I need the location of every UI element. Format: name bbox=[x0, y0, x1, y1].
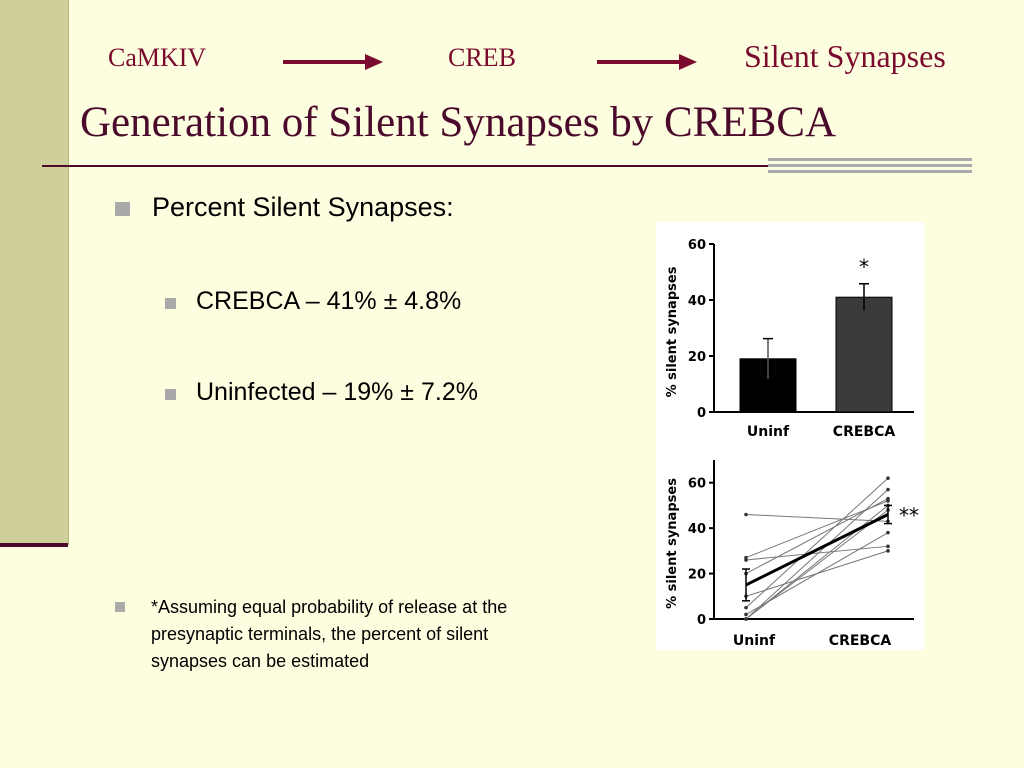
pathway-flow: CaMKIV CREB Silent Synapses bbox=[0, 38, 1024, 80]
bar-y-axis-label: % silent synapses bbox=[665, 266, 680, 397]
flow-arrow-1 bbox=[283, 54, 383, 70]
paired-line bbox=[745, 489, 889, 620]
paired-point bbox=[744, 558, 748, 562]
paired-point bbox=[886, 530, 890, 535]
bar-crebca bbox=[835, 296, 893, 413]
paired-point bbox=[886, 549, 890, 553]
bullet-crebca: CREBCA – 41% ± 4.8% bbox=[165, 287, 461, 316]
paired-line bbox=[745, 477, 889, 609]
paired-point bbox=[886, 476, 890, 480]
bar-category-label: CREBCA bbox=[833, 424, 896, 440]
sidebar-decoration bbox=[0, 0, 69, 545]
bar-y-tick-label: 60 bbox=[688, 238, 706, 253]
paired-line bbox=[745, 532, 889, 615]
mean-line bbox=[745, 513, 889, 587]
paired-point bbox=[886, 487, 890, 492]
paired-point bbox=[744, 612, 748, 617]
flow-step-silent-synapses: Silent Synapses bbox=[744, 38, 946, 74]
decorative-bars bbox=[768, 158, 972, 176]
line-y-tick-label: 60 bbox=[688, 477, 706, 492]
paired-line bbox=[745, 505, 889, 620]
bullet-uninfected-text: Uninfected – 19% ± 7.2% bbox=[196, 378, 478, 406]
paired-point bbox=[886, 544, 890, 549]
bullet-square-icon bbox=[115, 202, 130, 216]
slide-title: Generation of Silent Synapses by CREBCA bbox=[80, 99, 837, 146]
line-y-tick-label: 20 bbox=[688, 568, 706, 583]
bullet-square-icon bbox=[115, 602, 125, 612]
bullet-main-text: Percent Silent Synapses: bbox=[152, 192, 454, 222]
bar-y-tick-label: 20 bbox=[688, 350, 706, 365]
flow-step-creb: CREB bbox=[448, 43, 516, 72]
line-y-tick-label: 40 bbox=[688, 522, 706, 537]
line-category-label: CREBCA bbox=[829, 633, 892, 649]
figure-panel: 0 20 40 60 % silent synapses Uninf CREBCA * 0 20 4… bbox=[656, 222, 924, 650]
bar-y-tick-label: 0 bbox=[697, 406, 706, 421]
paired-line bbox=[745, 514, 889, 522]
header-rule bbox=[42, 165, 972, 167]
line-category-label: Uninf bbox=[733, 633, 776, 649]
bullet-crebca-text: CREBCA – 41% ± 4.8% bbox=[196, 287, 462, 315]
paired-point bbox=[886, 496, 890, 501]
paired-point bbox=[744, 512, 748, 517]
line-y-tick-label: 0 bbox=[697, 613, 706, 628]
significance-marker: * bbox=[859, 255, 869, 279]
footnote: *Assuming equal probability of release a… bbox=[115, 594, 615, 675]
flow-arrow-2 bbox=[597, 54, 697, 70]
paired-line bbox=[745, 545, 889, 561]
sidebar-rule bbox=[0, 543, 68, 547]
significance-marker: ** bbox=[899, 504, 919, 528]
bar-category-label: Uninf bbox=[747, 424, 790, 440]
bar-y-tick-label: 40 bbox=[688, 294, 706, 309]
paired-line bbox=[745, 500, 889, 559]
footnote-text: *Assuming equal probability of release a… bbox=[151, 597, 508, 671]
flow-step-camkiv: CaMKIV bbox=[108, 43, 207, 72]
bullet-main: Percent Silent Synapses: bbox=[115, 192, 454, 223]
line-y-axis-label: % silent synapses bbox=[665, 478, 680, 609]
paired-point bbox=[744, 617, 748, 621]
bullet-square-icon bbox=[165, 389, 176, 400]
bullet-uninfected: Uninfected – 19% ± 7.2% bbox=[165, 378, 478, 407]
paired-point bbox=[744, 605, 748, 610]
figure-svg: 0 20 40 60 % silent synapses Uninf CREBCA * 0 20 4… bbox=[665, 238, 919, 649]
bullet-square-icon bbox=[165, 298, 176, 309]
